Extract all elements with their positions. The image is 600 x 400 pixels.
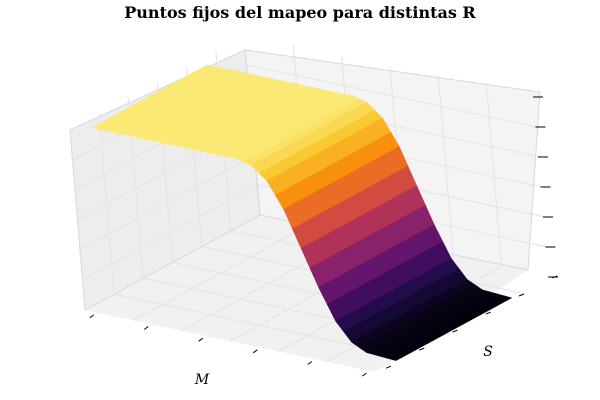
x-axis-tick bbox=[89, 314, 94, 319]
x-axis-tick bbox=[198, 337, 204, 342]
x-axis-tick bbox=[361, 372, 367, 377]
y-axis-tick bbox=[385, 365, 392, 369]
x-axis-tick bbox=[143, 326, 149, 330]
x-axis-label: M bbox=[194, 372, 210, 388]
y-axis-tick bbox=[485, 311, 491, 315]
x-axis-tick bbox=[307, 361, 313, 365]
y-axis-tick bbox=[518, 293, 525, 297]
chart-title: Puntos fijos del mapeo para distintas R bbox=[124, 3, 476, 22]
y-axis-tick bbox=[452, 329, 458, 333]
surface bbox=[90, 64, 513, 361]
axis-ticks bbox=[89, 96, 558, 377]
surface-patch bbox=[387, 355, 403, 361]
back-gridline bbox=[247, 64, 538, 128]
y-axis-label: S bbox=[483, 344, 493, 360]
x-axis-tick bbox=[252, 349, 258, 354]
y-axis-tick bbox=[419, 347, 425, 351]
